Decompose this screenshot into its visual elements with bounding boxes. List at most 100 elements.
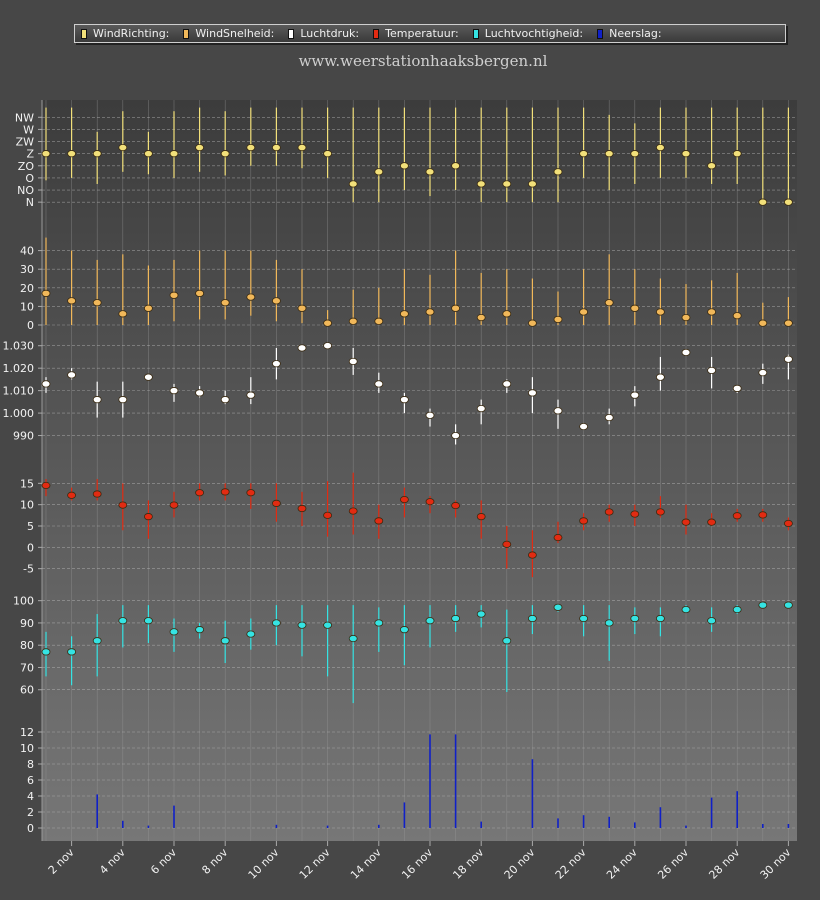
site-title: www.weerstationhaaksbergen.nl	[298, 52, 548, 70]
data-point	[67, 371, 76, 379]
data-point	[67, 491, 76, 499]
y-tick-label: 1.000	[3, 407, 35, 420]
legend-swatch	[288, 28, 295, 39]
y-tick-label: 80	[20, 639, 34, 652]
data-point	[681, 150, 691, 158]
data-point	[707, 617, 716, 625]
y-tick-label: 2	[27, 806, 34, 819]
y-tick-label: 100	[13, 595, 34, 608]
data-point	[92, 637, 102, 645]
data-point	[271, 143, 281, 152]
x-tick-labels: 2 nov 4 nov 6 nov 8 nov 10 nov 12 nov 14 nov 16…	[46, 846, 794, 882]
data-point	[195, 489, 205, 497]
data-point	[707, 518, 716, 526]
data-point	[220, 299, 230, 307]
data-point	[579, 422, 588, 431]
legend-item-luchtvochtigheid: Luchtvochtigheid:	[472, 27, 584, 40]
data-point	[656, 614, 665, 623]
data-point	[374, 168, 384, 176]
data-point	[323, 511, 333, 519]
data-point	[195, 143, 205, 152]
data-point	[143, 617, 153, 625]
legend-item-neerslag: Neerslag:	[597, 27, 662, 40]
x-tick-label: 18 nov	[450, 846, 486, 882]
data-point	[67, 297, 76, 305]
legend-label: Temperatuur:	[385, 27, 459, 40]
data-point	[528, 551, 537, 559]
x-tick-label: 6 nov	[148, 846, 179, 877]
y-tick-label: NO	[17, 184, 34, 197]
data-point	[656, 508, 665, 516]
data-point	[348, 180, 358, 188]
data-point	[630, 510, 640, 518]
data-point	[143, 304, 153, 312]
data-point	[118, 143, 128, 152]
data-point	[246, 630, 256, 638]
data-point	[681, 313, 691, 322]
data-point	[502, 380, 512, 388]
y-tick-label: 12	[20, 726, 34, 739]
data-point	[41, 481, 51, 490]
data-point	[271, 499, 281, 507]
data-point	[297, 304, 307, 312]
legend-label: WindSnelheid:	[195, 27, 275, 40]
data-point	[476, 513, 486, 521]
data-point	[732, 312, 742, 320]
x-tick-label: 8 nov	[199, 846, 230, 877]
x-tick-label: 2 nov	[46, 846, 77, 877]
data-point	[169, 150, 179, 158]
y-tick-label: 40	[20, 245, 34, 258]
data-point	[92, 396, 102, 404]
y-tick-label: 70	[20, 661, 34, 674]
data-point	[732, 512, 742, 520]
legend-item-windrichting: WindRichting:	[81, 27, 169, 40]
data-point	[502, 180, 512, 188]
x-tick-label: 28 nov	[706, 846, 742, 882]
data-point	[784, 519, 793, 528]
y-tick-label: 20	[20, 282, 34, 295]
x-tick-label: 4 nov	[97, 846, 128, 877]
data-point	[169, 387, 179, 395]
data-point	[195, 289, 205, 297]
y-tick-label: 8	[27, 758, 34, 771]
data-point	[118, 310, 128, 318]
y-tick-label: 10	[20, 499, 34, 512]
data-point	[784, 198, 793, 206]
data-point	[425, 411, 435, 419]
data-point	[732, 605, 742, 614]
legend-label: Neerslag:	[609, 27, 662, 40]
data-point	[220, 396, 230, 404]
data-point	[528, 180, 537, 188]
data-point	[92, 299, 102, 307]
data-point	[579, 614, 588, 623]
data-point	[707, 366, 716, 375]
data-point	[784, 319, 793, 327]
dot-layer	[41, 143, 793, 656]
data-point	[374, 380, 384, 388]
data-point	[425, 308, 435, 316]
x-tick-label: 20 nov	[502, 846, 538, 882]
data-point	[348, 634, 358, 643]
data-point	[681, 605, 691, 614]
legend-item-temperatuur: Temperatuur:	[373, 27, 459, 40]
y-tick-label: NW	[15, 111, 34, 124]
data-point	[758, 511, 768, 519]
data-point	[118, 396, 128, 404]
y-tick-label: W	[23, 123, 34, 136]
data-point	[67, 648, 76, 656]
data-point	[630, 304, 640, 312]
legend-label: Luchtvochtigheid:	[484, 27, 584, 40]
data-point	[297, 504, 307, 513]
data-point	[399, 310, 409, 318]
data-point	[143, 150, 153, 158]
data-point	[425, 617, 435, 625]
y-tick-label: 60	[20, 684, 34, 697]
data-point	[246, 489, 256, 497]
data-point	[297, 143, 307, 152]
data-point	[604, 508, 614, 516]
y-tick-label: ZO	[18, 160, 35, 173]
y-tick-label: 10	[20, 742, 34, 755]
data-point	[553, 603, 563, 611]
legend-swatch	[81, 28, 87, 39]
data-point	[528, 389, 537, 397]
